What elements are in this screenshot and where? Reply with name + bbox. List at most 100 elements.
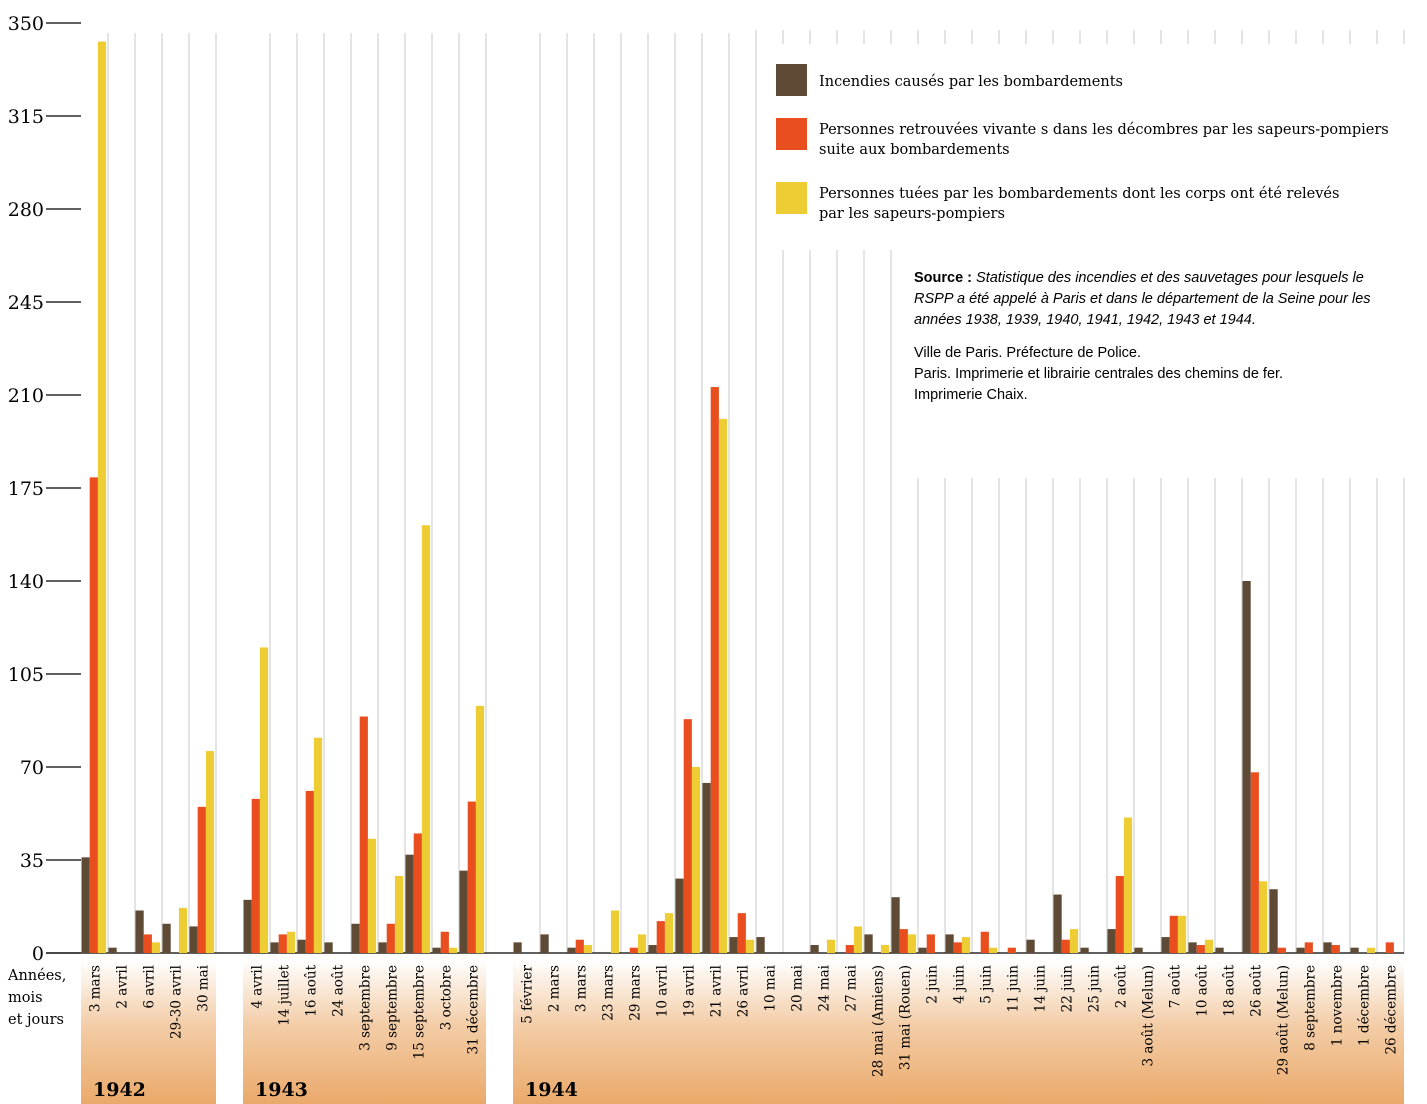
bar-2-juin-s2 [926, 934, 935, 953]
date-label-28-mai-amiens: 28 mai (Amiens) [871, 965, 887, 1077]
bar-4-avril-s2 [251, 798, 260, 953]
bar-2-ao-t-s1 [1107, 929, 1116, 953]
bar-15-septembre-s1 [405, 854, 414, 953]
y-tick-label: 140 [8, 571, 44, 593]
bar-28-mai-amiens-s1 [864, 934, 873, 953]
bar-10-avril-s1 [648, 945, 657, 953]
separator-lines [107, 30, 1405, 953]
bar-1-novembre-s2 [1331, 945, 1340, 953]
bar-26-avril-s2 [737, 913, 746, 953]
date-label-14-juin: 14 juin [1033, 965, 1049, 1013]
y-tick-label: 315 [8, 106, 44, 128]
bar-2-juin-s1 [918, 947, 927, 953]
y-tick-label: 105 [8, 664, 44, 686]
bar-31-d-cembre-s3 [475, 705, 485, 953]
bar-3-mars-s3 [97, 41, 107, 954]
bar-3-septembre-s1 [351, 923, 360, 953]
bar-18-ao-t-s1 [1215, 947, 1224, 953]
legend-label-3: par les sapeurs-pompiers [819, 206, 1005, 222]
bar-14-juillet-s2 [278, 934, 287, 953]
bar-16-ao-t-s1 [297, 939, 306, 953]
date-label-26-avril: 26 avril [736, 965, 752, 1017]
bar-31-d-cembre-s2 [467, 801, 476, 953]
bar-29-mars-s3 [637, 934, 647, 953]
date-label-31-d-cembre: 31 décembre [466, 965, 482, 1055]
bar-10-mai-s1 [756, 937, 765, 953]
bar-10-avril-s3 [664, 913, 674, 953]
date-label-23-mars: 23 mars [601, 965, 617, 1021]
source-line-3: Imprimerie Chaix. [914, 387, 1028, 403]
date-labels: 3 mars 2 avril 6 avril 29-30 avril 30 mai 4 a… [88, 964, 1400, 1077]
bar-22-juin-s3 [1069, 929, 1079, 953]
date-label-4-avril: 4 avril [250, 965, 266, 1009]
bar-1-d-cembre-s3 [1366, 947, 1376, 953]
bar-4-juin-s3 [961, 937, 971, 953]
y-tick-label: 0 [32, 943, 44, 965]
bar-1-novembre-s1 [1323, 942, 1332, 953]
y-tick-label: 350 [8, 13, 44, 35]
bar-26-ao-t-s1 [1242, 581, 1251, 953]
year-label-1944: 1944 [525, 1079, 578, 1101]
bar-3-mars-s3 [583, 945, 593, 953]
bar-3-mars-s2 [89, 477, 98, 953]
bar-15-septembre-s2 [413, 833, 422, 953]
bar-4-avril-s3 [259, 647, 269, 953]
bar-27-mai-s2 [845, 945, 854, 953]
date-label-22-juin: 22 juin [1060, 965, 1076, 1013]
date-label-20-mai: 20 mai [790, 964, 806, 1011]
legend-label-2: suite aux bombardements [819, 142, 1010, 158]
date-label-3-octobre: 3 octobre [439, 965, 455, 1030]
bars [81, 41, 1394, 954]
date-label-29-ao-t-melun: 29 août (Melun) [1276, 965, 1292, 1075]
bar-21-avril-s1 [702, 782, 711, 953]
date-label-15-septembre: 15 septembre [412, 965, 428, 1059]
date-label-16-ao-t: 16 août [304, 964, 320, 1016]
bar-4-avril-s1 [243, 899, 252, 953]
bar-30-mai-s1 [189, 926, 198, 953]
date-label-10-mai: 10 mai [763, 964, 779, 1011]
bar-3-septembre-s2 [359, 716, 368, 953]
legend-swatch-2 [776, 118, 807, 150]
bar-29-30-avril-s3 [178, 907, 188, 953]
x-label-line: et jours [8, 1012, 64, 1028]
date-label-2-ao-t: 2 août [1114, 964, 1130, 1008]
bar-30-mai-s2 [197, 806, 206, 953]
date-label-6-avril: 6 avril [142, 965, 158, 1009]
y-tick-label: 35 [20, 850, 44, 872]
bar-2-ao-t-s2 [1115, 875, 1124, 953]
bar-29-30-avril-s1 [162, 923, 171, 953]
bar-31-mai-rouen-s1 [891, 897, 900, 953]
date-label-27-mai: 27 mai [844, 964, 860, 1011]
bar-10-avril-s2 [656, 921, 665, 953]
bar-6-avril-s1 [135, 910, 144, 953]
bar-3-septembre-s3 [367, 838, 377, 953]
bar-2-mars-s1 [540, 934, 549, 953]
bar-3-mars-s2 [575, 939, 584, 953]
bar-3-octobre-s1 [432, 947, 441, 953]
date-label-5-f-vrier: 5 février [520, 964, 536, 1023]
bar-29-mars-s2 [629, 947, 638, 953]
date-label-2-juin: 2 juin [925, 965, 941, 1004]
y-tick-label: 280 [8, 199, 44, 221]
date-label-10-avril: 10 avril [655, 965, 671, 1017]
bar-24-ao-t-s1 [324, 942, 333, 953]
date-label-7-ao-t: 7 août [1168, 964, 1184, 1008]
year-band-1944 [513, 960, 1404, 1104]
legend-swatch-3 [776, 182, 807, 214]
bar-15-septembre-s3 [421, 525, 431, 953]
date-label-8-septembre: 8 septembre [1303, 965, 1319, 1051]
bar-21-avril-s2 [710, 387, 719, 953]
bar-14-juillet-s3 [286, 931, 296, 953]
bar-16-ao-t-s3 [313, 737, 323, 953]
bar-19-avril-s2 [683, 719, 692, 953]
bar-24-mai-s3 [826, 939, 836, 953]
bar-31-d-cembre-s1 [459, 870, 468, 953]
date-label-1-novembre: 1 novembre [1330, 965, 1346, 1046]
date-label-3-mars: 3 mars [574, 965, 590, 1012]
bar-9-septembre-s2 [386, 923, 395, 953]
bar-27-mai-s3 [853, 926, 863, 953]
bar-7-ao-t-s3 [1177, 915, 1187, 953]
bar-28-mai-amiens-s3 [880, 945, 890, 953]
bar-3-mars-s1 [81, 857, 90, 953]
bar-10-ao-t-s2 [1196, 945, 1205, 953]
